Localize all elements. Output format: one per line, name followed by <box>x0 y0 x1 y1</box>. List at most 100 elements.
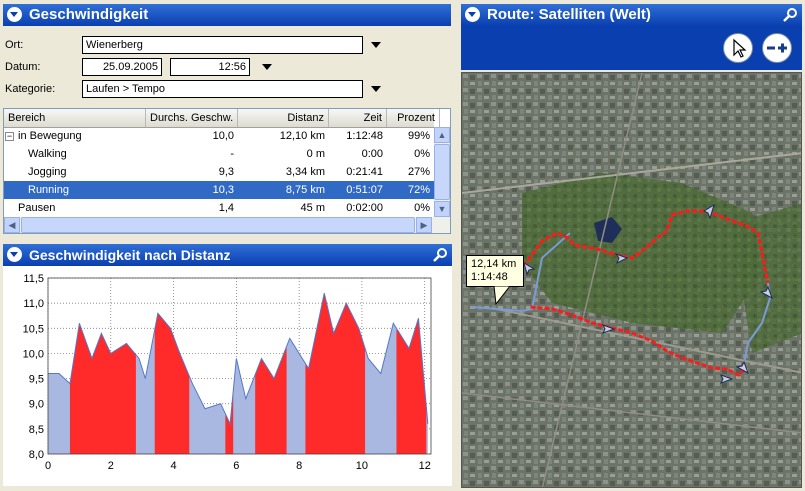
table-row-selected[interactable]: Running 10,3 8,75 km 0:51:07 72% <box>4 181 434 199</box>
col-geschw[interactable]: Durchs. Geschw. <box>146 109 238 127</box>
map-panel-title: Route: Satelliten (Welt) <box>487 6 651 23</box>
x-tick-label: 10 <box>356 460 368 472</box>
cell-zeit: 1:12:48 <box>346 130 383 142</box>
chart-panel-title: Geschwindigkeit nach Distanz <box>29 247 231 263</box>
route-line-running <box>529 305 747 377</box>
cell-bereich: Jogging <box>28 166 67 178</box>
cell-geschw: - <box>230 148 234 160</box>
x-tick-label: 12 <box>419 460 431 472</box>
datum-dropdown-icon[interactable] <box>262 63 272 71</box>
cell-distanz: 12,10 km <box>279 130 325 142</box>
cell-zeit: 0:21:41 <box>346 166 383 178</box>
road <box>541 73 643 487</box>
table-header: Bereich Durchs. Geschw. Distanz Zeit Pro… <box>4 109 440 128</box>
time-field[interactable]: 12:56 <box>170 58 250 76</box>
kategorie-label: Kategorie: <box>5 83 56 95</box>
expander-icon[interactable]: − <box>5 131 14 141</box>
table-row[interactable]: Pausen 1,4 45 m 0:02:00 0% <box>4 199 434 217</box>
col-prozent[interactable]: Prozent <box>387 109 440 127</box>
cell-bereich: Walking <box>28 148 67 160</box>
plot-frame <box>47 277 432 455</box>
chart-svg: 8,0 8,5 9,0 9,5 10,0 10,5 11,0 11,5 0 2 4 6 8 10 12 <box>23 273 432 472</box>
y-tick-label: 9,5 <box>29 374 44 386</box>
horizontal-scrollbar[interactable]: ◀ ▶ <box>4 217 450 233</box>
cell-bereich: Pausen <box>18 202 56 214</box>
cell-prozent: 72% <box>407 184 430 196</box>
vertical-scroll-thumb[interactable] <box>434 144 450 200</box>
y-tick-label: 8,5 <box>29 424 44 436</box>
route-line-jogging <box>471 232 571 313</box>
zoom-button[interactable] <box>762 33 792 63</box>
table-row[interactable]: − in Bewegung 10,0 12,10 km 1:12:48 99% <box>4 127 434 145</box>
road <box>462 152 801 194</box>
speed-distance-chart: 8,0 8,5 9,0 9,5 10,0 10,5 11,0 11,5 0 2 4 6 8 10 12 <box>3 266 452 486</box>
kategorie-dropdown-icon[interactable] <box>371 85 381 93</box>
collapse-chevron-icon[interactable] <box>465 7 480 22</box>
cell-prozent: 0% <box>414 148 430 160</box>
running-area <box>305 293 366 454</box>
park-area <box>522 173 762 333</box>
y-tick-label: 10,0 <box>23 348 44 360</box>
y-tick-label: 10,5 <box>23 323 44 335</box>
running-area <box>69 323 136 454</box>
route-tooltip: 12,14 km 1:14:48 <box>466 255 524 287</box>
datum-label: Datum: <box>5 61 41 73</box>
cell-bereich: in Bewegung <box>18 130 82 142</box>
map-panel-header: Route: Satelliten (Welt) <box>461 4 802 26</box>
speed-panel-title: Geschwindigkeit <box>29 6 149 23</box>
cell-prozent: 99% <box>407 130 430 142</box>
ort-label: Ort: <box>5 39 24 51</box>
cell-prozent: 27% <box>407 166 430 178</box>
cell-prozent: 0% <box>414 202 430 214</box>
col-zeit[interactable]: Zeit <box>329 109 387 127</box>
cell-geschw: 9,3 <box>218 166 234 178</box>
cell-bereich: Running <box>28 184 69 196</box>
y-tick-label: 11,0 <box>23 298 44 310</box>
collapse-chevron-icon[interactable] <box>7 7 22 22</box>
cell-distanz: 8,75 km <box>285 184 325 196</box>
y-tick-label: 11,5 <box>23 273 44 285</box>
pointer-tool-button[interactable] <box>723 33 753 63</box>
col-distanz[interactable]: Distanz <box>238 109 329 127</box>
magnifier-icon[interactable] <box>432 247 448 263</box>
col-bereich[interactable]: Bereich <box>4 109 146 127</box>
scroll-down-icon[interactable]: ▼ <box>434 201 450 217</box>
x-tick-label: 4 <box>171 460 177 472</box>
ort-field[interactable]: Wienerberg <box>82 36 363 54</box>
cursor-icon <box>733 38 747 58</box>
table-row[interactable]: Jogging 9,3 3,34 km 0:21:41 27% <box>4 163 434 181</box>
kategorie-field[interactable]: Laufen > Tempo <box>82 80 363 98</box>
cell-geschw: 10,0 <box>212 130 234 142</box>
horizontal-scroll-thumb[interactable] <box>21 217 415 233</box>
x-tick-label: 0 <box>45 460 51 472</box>
tooltip-time: 1:14:48 <box>471 271 508 283</box>
road <box>462 392 801 434</box>
scroll-up-icon[interactable]: ▲ <box>434 127 450 143</box>
chart-panel-header: Geschwindigkeit nach Distanz <box>3 244 452 266</box>
x-tick-label: 6 <box>233 460 239 472</box>
y-tick-label: 8,0 <box>29 449 44 461</box>
cell-zeit: 0:02:00 <box>346 202 383 214</box>
tooltip-pointer <box>493 286 511 306</box>
speed-panel-header: Geschwindigkeit <box>3 4 451 26</box>
cell-zeit: 0:51:07 <box>346 184 383 196</box>
magnifier-icon[interactable] <box>782 7 798 23</box>
cell-geschw: 1,4 <box>218 202 234 214</box>
ort-dropdown-icon[interactable] <box>371 41 381 49</box>
collapse-chevron-icon[interactable] <box>7 247 22 262</box>
cell-zeit: 0:00 <box>361 148 383 160</box>
datum-field[interactable]: 25.09.2005 <box>82 58 162 76</box>
scroll-right-icon[interactable]: ▶ <box>416 217 432 233</box>
tooltip-distance: 12,14 km <box>471 258 517 270</box>
table-row[interactable]: Walking - 0 m 0:00 0% <box>4 145 434 163</box>
x-tick-label: 2 <box>108 460 114 472</box>
cell-distanz: 3,34 km <box>285 166 325 178</box>
running-area <box>396 318 427 454</box>
vertical-scrollbar[interactable]: ▲ ▼ <box>434 127 450 217</box>
speed-table: Bereich Durchs. Geschw. Distanz Zeit Pro… <box>3 108 451 234</box>
cell-distanz: 0 m <box>306 148 325 160</box>
scroll-left-icon[interactable]: ◀ <box>4 217 20 233</box>
zoom-minus-plus-icon <box>767 43 787 53</box>
cell-distanz: 45 m <box>300 202 325 214</box>
y-tick-label: 9,0 <box>29 399 44 411</box>
